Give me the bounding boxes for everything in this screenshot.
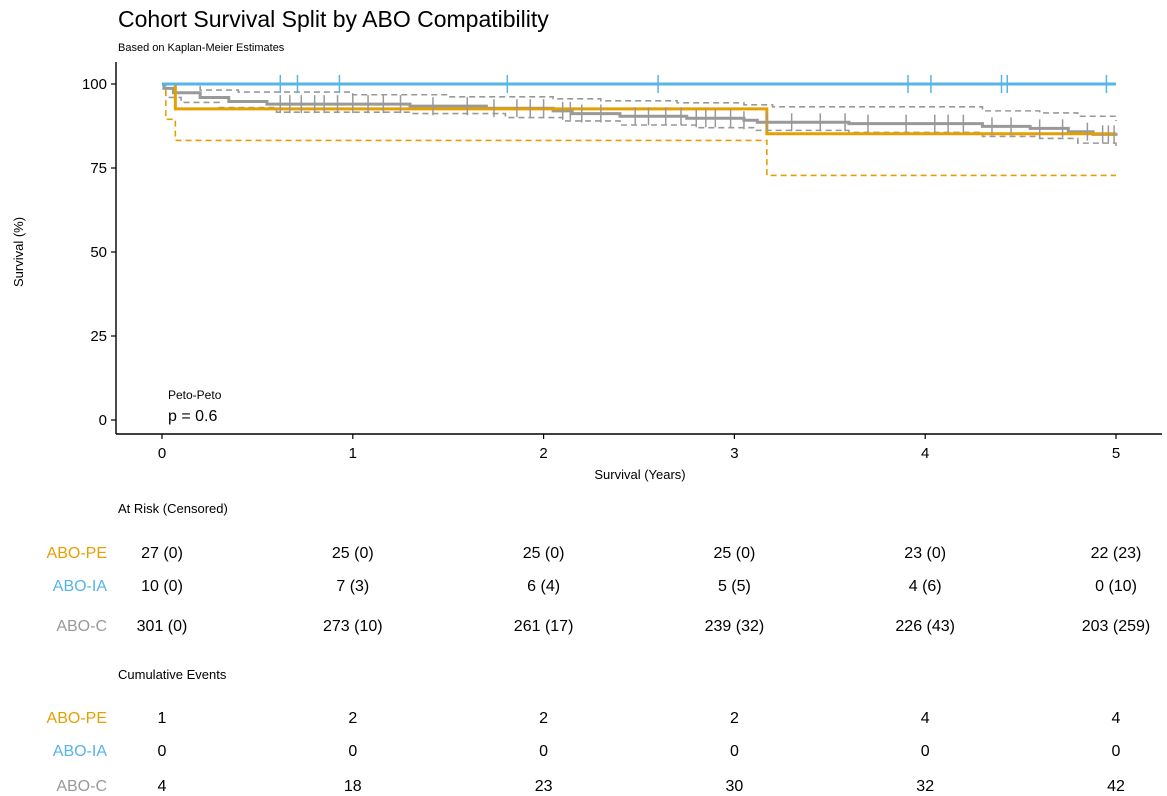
chart-title: Cohort Survival Split by ABO Compatibili… [118,6,549,32]
risk-table-cell: 4 (6) [909,578,942,595]
risk-table-row-label: ABO-C [56,618,107,635]
events-table-cell: 0 [1112,743,1121,760]
x-axis-label: Survival (Years) [594,467,685,482]
events-table-cell: 0 [158,743,167,760]
events-table-cell: 0 [921,743,930,760]
x-tick-label: 0 [158,445,166,462]
risk-table: ABO-PE 27 (0) 25 (0) 25 (0) 25 (0) 23 (0) 22 (… [47,545,1151,635]
survival-curve-abo-c [162,82,1118,136]
risk-table-cell: 273 (10) [323,618,383,635]
events-table-cell: 2 [730,710,739,727]
x-tick-label: 2 [539,445,547,462]
events-table-cell: 18 [344,778,362,795]
y-tick-label: 25 [90,328,107,345]
events-table-cell: 32 [916,778,934,795]
x-tick-label: 1 [349,445,357,462]
y-axis-label: Survival (%) [11,217,26,287]
test-name: Peto-Peto [168,388,222,402]
risk-table-cell: 23 (0) [904,545,946,562]
risk-table-cell: 5 (5) [718,578,751,595]
y-tick-label: 75 [90,160,107,177]
events-table-cell: 4 [921,710,930,727]
y-tick-label: 100 [82,76,107,93]
plot-area: 0 25 50 75 100 0 1 2 3 4 5 [82,62,1162,462]
events-table-cell: 0 [348,743,357,760]
risk-table-cell: 7 (3) [336,578,369,595]
risk-table-cell: 301 (0) [137,618,188,635]
events-table-cell: 4 [158,778,167,795]
events-table-title: Cumulative Events [118,667,227,682]
risk-table-cell: 0 (10) [1095,578,1137,595]
events-table-cell: 30 [726,778,744,795]
ci-band-abo-c [162,83,1117,121]
y-tick-label: 50 [90,244,107,261]
events-table-cell: 4 [1112,710,1121,727]
risk-table-cell: 22 (23) [1091,545,1142,562]
risk-table-row-label: ABO-IA [53,578,108,595]
events-table-cell: 42 [1107,778,1125,795]
events-table-cell: 0 [539,743,548,760]
events-table-cell: 1 [158,710,167,727]
risk-table-row-label: ABO-PE [47,545,107,562]
events-table-cell: 2 [348,710,357,727]
events-table-row-label: ABO-IA [53,743,108,760]
y-tick-label: 0 [99,412,107,429]
risk-table-cell: 239 (32) [705,618,765,635]
risk-table-cell: 6 (4) [527,578,560,595]
x-tick-label: 4 [921,445,929,462]
risk-table-title: At Risk (Censored) [118,501,228,516]
risk-table-cell: 25 (0) [332,545,374,562]
x-tick-label: 5 [1112,445,1120,462]
events-table-cell: 2 [539,710,548,727]
risk-table-cell: 27 (0) [141,545,183,562]
risk-table-cell: 226 (43) [895,618,955,635]
risk-table-cell: 25 (0) [714,545,756,562]
events-table-cell: 23 [535,778,553,795]
events-table-cell: 0 [730,743,739,760]
risk-table-cell: 10 (0) [141,578,183,595]
risk-table-cell: 261 (17) [514,618,574,635]
events-table-row-label: ABO-C [56,778,107,795]
risk-table-cell: 25 (0) [523,545,565,562]
x-tick-label: 3 [730,445,738,462]
events-table: ABO-PE 1 2 2 2 4 4 ABO-IA 0 0 0 0 0 0 ABO-C 4 18 23 30 32 42 [47,710,1125,795]
p-value: p = 0.6 [168,408,217,425]
risk-table-cell: 203 (259) [1082,618,1151,635]
ci-band-abo-pe [162,83,1116,177]
chart-subtitle: Based on Kaplan-Meier Estimates [118,42,285,54]
events-table-row-label: ABO-PE [47,710,107,727]
